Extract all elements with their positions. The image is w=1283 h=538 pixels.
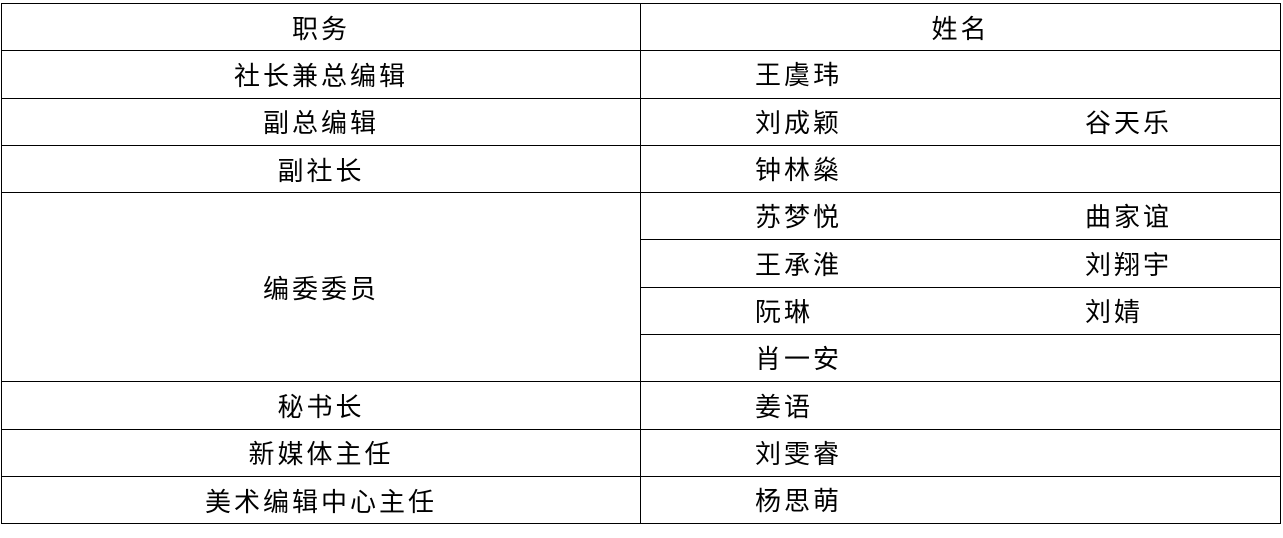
names-cell: 姜语 — [640, 381, 1281, 430]
name: 肖一安 — [755, 344, 843, 375]
name: 曲家谊 — [1085, 203, 1173, 234]
header-name: 姓名 — [640, 2, 1281, 52]
names-cell: 刘雯睿 — [640, 428, 1281, 477]
names-cell: 杨思萌 — [640, 475, 1281, 525]
names-cell: 钟林燊 — [640, 144, 1281, 194]
table-row: 王承淮 刘翔宇 — [2, 239, 1281, 288]
role-cell: 副社长 — [1, 144, 641, 194]
table-row: 阮琳 刘婧 — [2, 286, 1281, 336]
staff-table: 职务 姓名 社长兼总编辑 王虞玮 副总编辑 刘成颖 谷天乐 副社长 钟林燊 编委委… — [1, 2, 1281, 525]
name: 杨思萌 — [755, 486, 843, 517]
table-row: 社长兼总编辑 王虞玮 — [1, 50, 1281, 99]
header-role: 职务 — [1, 2, 641, 52]
name: 苏梦悦 — [755, 203, 843, 234]
table-row: 秘书长 姜语 — [1, 381, 1281, 430]
names-cell: 阮琳 刘婧 — [640, 286, 1281, 336]
names-cell: 肖一安 — [640, 334, 1281, 383]
name: 刘雯睿 — [755, 439, 843, 470]
name: 谷天乐 — [1085, 108, 1173, 139]
names-cell: 王虞玮 — [640, 50, 1281, 99]
role-cell: 美术编辑中心主任 — [1, 475, 641, 525]
name: 刘婧 — [1085, 297, 1144, 328]
role-cell: 新媒体主任 — [1, 428, 641, 477]
table-row: 肖一安 — [2, 334, 1281, 383]
role-cell: 副总编辑 — [1, 97, 641, 146]
names-cell: 苏梦悦 曲家谊 — [640, 192, 1281, 241]
name: 王虞玮 — [755, 61, 843, 92]
table-row: 编委委员 苏梦悦 曲家谊 — [1, 192, 1281, 383]
header-row: 职务 姓名 — [1, 2, 1281, 52]
name: 钟林燊 — [755, 155, 843, 186]
table-row: 副社长 钟林燊 — [1, 144, 1281, 194]
name: 刘成颖 — [755, 108, 843, 139]
names-cell: 刘成颖 谷天乐 — [640, 97, 1281, 146]
table-row: 副总编辑 刘成颖 谷天乐 — [1, 97, 1281, 146]
name: 刘翔宇 — [1085, 250, 1173, 281]
role-cell: 秘书长 — [1, 381, 641, 430]
name: 王承淮 — [755, 250, 843, 281]
name: 阮琳 — [755, 297, 814, 328]
role-cell: 社长兼总编辑 — [1, 50, 641, 99]
name: 姜语 — [755, 392, 814, 423]
role-cell: 编委委员 — [1, 192, 641, 383]
table-row: 新媒体主任 刘雯睿 — [1, 428, 1281, 477]
table-row: 美术编辑中心主任 杨思萌 — [1, 475, 1281, 525]
names-cell: 王承淮 刘翔宇 — [640, 239, 1281, 288]
